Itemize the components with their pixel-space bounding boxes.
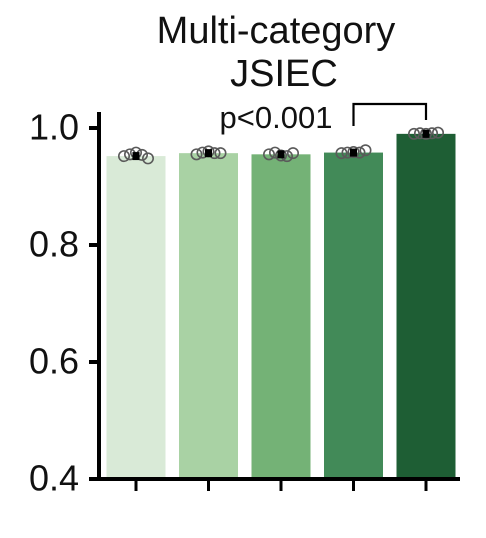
data-point: [335, 147, 348, 160]
data-point: [407, 127, 420, 140]
data-point: [286, 147, 299, 160]
significance-bracket: [352, 102, 428, 126]
data-point: [419, 127, 432, 140]
bar-3: [251, 154, 311, 479]
data-point: [274, 149, 287, 162]
significance-annotation: p<0.001: [220, 100, 428, 135]
data-point: [431, 126, 444, 139]
chart-title: Multi-category: [157, 10, 396, 52]
bar-2: [179, 153, 238, 479]
y-axis: 0.4 0.6 0.8 1.0: [29, 107, 460, 499]
mean-marker: [205, 149, 212, 158]
data-point: [118, 150, 131, 163]
bars-layer: [106, 133, 456, 479]
bar-5: [396, 133, 456, 479]
y-tick-label: 0.4: [29, 458, 79, 499]
data-point: [262, 148, 275, 161]
mean-marker: [132, 152, 140, 161]
mean-marker: [277, 150, 285, 159]
y-tick-label: 0.8: [29, 224, 79, 265]
data-point: [347, 145, 360, 158]
data-point: [190, 148, 203, 161]
data-point: [142, 152, 155, 165]
points-layer: [118, 126, 444, 165]
p-value-label: p<0.001: [220, 100, 333, 135]
mean-marker: [350, 148, 357, 157]
bar-4: [324, 152, 383, 479]
mean-marker: [422, 129, 430, 138]
y-tick-label: 1.0: [29, 107, 79, 148]
chart-subtitle: JSIEC: [230, 53, 338, 95]
data-point: [214, 147, 227, 160]
bar-1: [106, 156, 166, 479]
data-point: [359, 144, 372, 157]
y-tick-label: 0.6: [29, 341, 79, 382]
